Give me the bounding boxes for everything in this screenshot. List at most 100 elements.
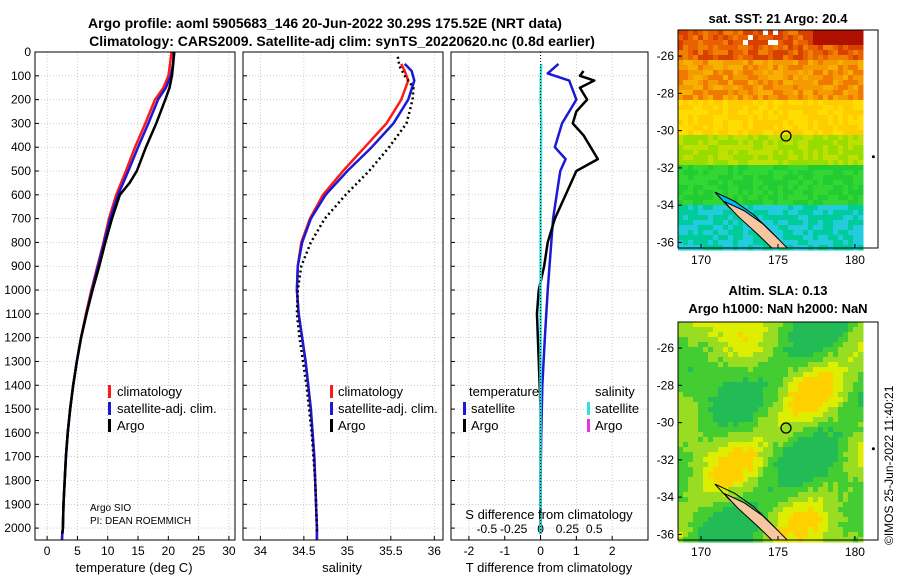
y-tick-label: 1900 xyxy=(4,497,31,511)
map-cell xyxy=(728,130,734,136)
map-cell xyxy=(768,492,774,498)
map-cell xyxy=(733,447,739,453)
map-cell xyxy=(683,352,689,358)
map-cell xyxy=(858,140,864,146)
map-cell xyxy=(678,45,684,51)
map-cell xyxy=(688,180,694,186)
map-cell xyxy=(853,200,859,206)
diff-legend-s-sat-swatch xyxy=(587,402,590,415)
map-cell xyxy=(848,432,854,438)
map-cell xyxy=(778,220,784,226)
diff-legend-t-sat-swatch xyxy=(463,402,466,415)
map-cell xyxy=(788,437,794,443)
map-cell xyxy=(698,75,704,81)
map-cell xyxy=(818,407,824,413)
argo-position-marker xyxy=(780,130,792,142)
map-cell xyxy=(808,427,814,433)
map-cell xyxy=(698,427,704,433)
map-cell xyxy=(848,125,854,131)
map-cell xyxy=(768,472,774,478)
map-cell xyxy=(718,165,724,171)
map-frame xyxy=(677,29,879,249)
map-cell xyxy=(803,457,809,463)
map-cell xyxy=(793,220,799,226)
map-cell xyxy=(768,190,774,196)
map-cell xyxy=(823,332,829,338)
map-cell xyxy=(768,85,774,91)
map-cell xyxy=(823,452,829,458)
map-cell xyxy=(758,135,764,141)
map-cell xyxy=(758,347,764,353)
map-cell xyxy=(733,40,739,46)
map-cell xyxy=(748,422,754,428)
map-cell xyxy=(793,512,799,518)
map-cell xyxy=(788,75,794,81)
map-cell xyxy=(713,477,719,483)
map-cell xyxy=(708,65,714,71)
map-cell xyxy=(758,467,764,473)
map-cell xyxy=(773,175,779,181)
map-cell xyxy=(693,125,699,131)
map-cell xyxy=(698,382,704,388)
map-cell xyxy=(703,397,709,403)
map-cell xyxy=(793,80,799,86)
map-cell xyxy=(843,497,849,503)
map-cell xyxy=(763,357,769,363)
map-cell xyxy=(773,140,779,146)
map-cell xyxy=(733,337,739,343)
map-cell xyxy=(833,120,839,126)
map-cell xyxy=(738,130,744,136)
map-cell xyxy=(818,402,824,408)
map-cell xyxy=(803,110,809,116)
map-cell xyxy=(813,215,819,221)
map-cell xyxy=(853,407,859,413)
map-cell xyxy=(713,30,719,36)
map-cell xyxy=(733,225,739,231)
map-cell xyxy=(858,110,864,116)
map-cell xyxy=(748,185,754,191)
map-cell xyxy=(768,337,774,343)
map-cell xyxy=(833,482,839,488)
map-cell xyxy=(843,180,849,186)
map-cell xyxy=(698,452,704,458)
map-cell xyxy=(718,135,724,141)
map-cell xyxy=(773,427,779,433)
map-cell xyxy=(838,225,844,231)
map-cell xyxy=(718,367,724,373)
map-cell xyxy=(818,205,824,211)
map-cell xyxy=(763,502,769,508)
map-cell xyxy=(683,55,689,61)
map-cell xyxy=(793,205,799,211)
map-cell xyxy=(813,45,819,51)
map-cell xyxy=(788,240,794,246)
map-cell xyxy=(833,337,839,343)
map-cell xyxy=(843,337,849,343)
map-cell xyxy=(783,120,789,126)
diff-legend-t-argo-swatch xyxy=(463,419,466,432)
map-cell xyxy=(748,200,754,206)
map-cell xyxy=(843,185,849,191)
map-cell xyxy=(728,442,734,448)
x-tick-label: 30 xyxy=(222,544,236,558)
map-cell xyxy=(838,85,844,91)
map-cell xyxy=(703,130,709,136)
map-cell xyxy=(728,432,734,438)
map-cell xyxy=(703,512,709,518)
map-cell xyxy=(768,115,774,121)
map-cell xyxy=(788,145,794,151)
map-cell xyxy=(783,195,789,201)
map-cell xyxy=(783,50,789,56)
map-cell xyxy=(728,100,734,106)
map-cell xyxy=(763,190,769,196)
map-cell xyxy=(728,30,734,36)
map-cell xyxy=(783,205,789,211)
map-cell xyxy=(843,472,849,478)
map-cell xyxy=(823,190,829,196)
map-cell xyxy=(788,442,794,448)
map-cell xyxy=(828,412,834,418)
map-cell xyxy=(818,45,824,51)
map-cell xyxy=(793,527,799,533)
map-cell xyxy=(813,180,819,186)
map-cell xyxy=(678,90,684,96)
map-cell xyxy=(838,30,844,36)
